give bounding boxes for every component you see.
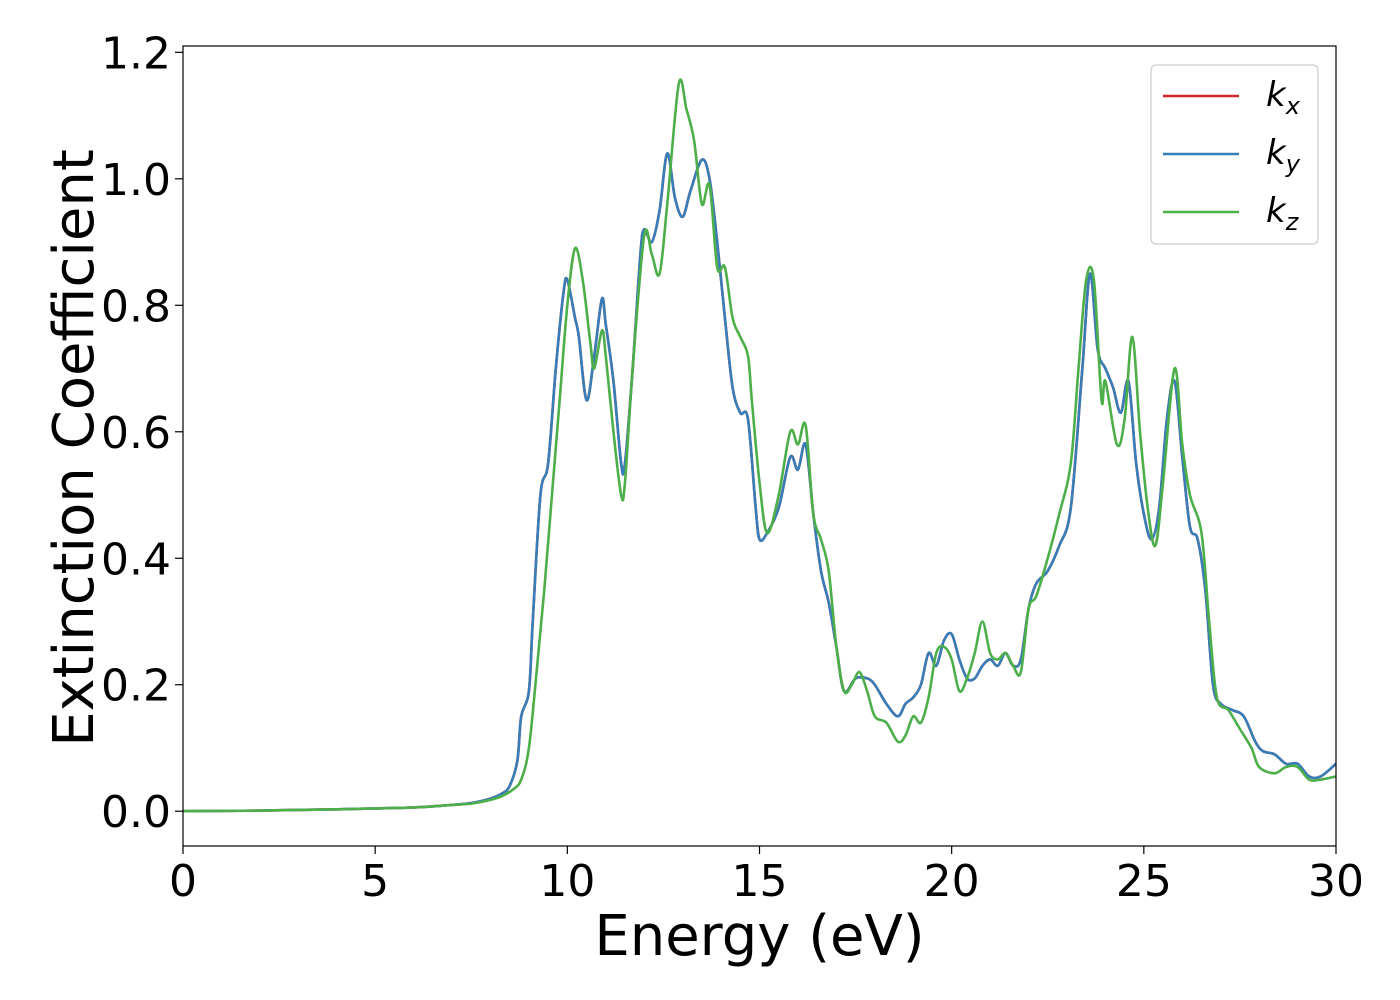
x-axis-title: Energy (eV)	[594, 904, 924, 969]
series-line-k-z	[183, 78, 1336, 813]
x-tick-label: 10	[539, 856, 595, 907]
legend-label-subscript: x	[1285, 92, 1301, 120]
legend-label: kx	[1266, 75, 1301, 120]
y-tick-label: 0.0	[101, 787, 171, 838]
x-tick-label: 25	[1116, 856, 1172, 907]
x-tick-label: 0	[169, 856, 197, 907]
legend-label: ky	[1266, 133, 1301, 178]
series-layer	[183, 78, 1336, 813]
legend-label-subscript: y	[1285, 150, 1301, 178]
y-tick-label: 1.0	[101, 155, 171, 206]
y-tick-label: 0.8	[101, 281, 171, 332]
legend-label-subscript: z	[1285, 208, 1300, 236]
y-tick-label: 0.6	[101, 408, 171, 459]
x-tick-label: 30	[1308, 856, 1364, 907]
y-tick-label: 1.2	[101, 28, 171, 79]
legend-label-base: k	[1266, 133, 1287, 173]
legend-label-base: k	[1266, 75, 1287, 115]
x-tick-label: 5	[361, 856, 389, 907]
y-tick-label: 0.2	[101, 661, 171, 712]
legend-label-base: k	[1266, 191, 1287, 231]
y-tick-label: 0.4	[101, 534, 171, 585]
x-tick-label: 15	[732, 856, 788, 907]
x-axis-ticks: 0 5 10 15 20 25 30	[169, 846, 1364, 907]
y-axis-title: Extinction Coefficient	[42, 149, 107, 747]
x-tick-label: 20	[924, 856, 980, 907]
legend-label: kz	[1266, 191, 1300, 236]
y-axis-ticks: 0.0 0.2 0.4 0.6 0.8 1.0 1.2	[101, 28, 183, 838]
